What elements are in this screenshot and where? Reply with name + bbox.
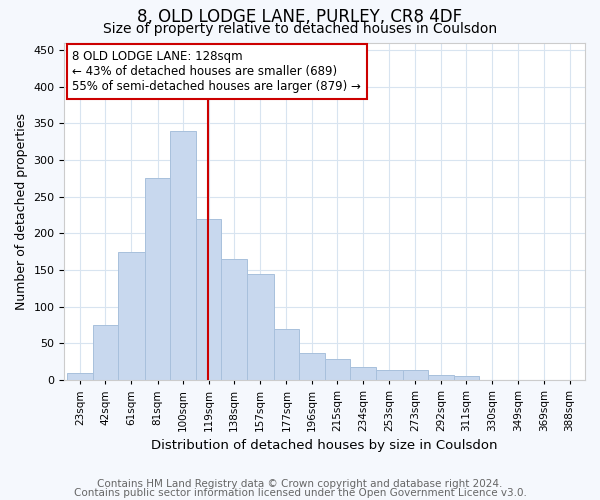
Bar xyxy=(325,360,350,380)
Bar xyxy=(376,370,403,380)
Bar xyxy=(67,372,92,380)
X-axis label: Distribution of detached houses by size in Coulsdon: Distribution of detached houses by size … xyxy=(151,440,498,452)
Bar xyxy=(170,130,196,380)
Text: Size of property relative to detached houses in Coulsdon: Size of property relative to detached ho… xyxy=(103,22,497,36)
Text: 8 OLD LODGE LANE: 128sqm
← 43% of detached houses are smaller (689)
55% of semi-: 8 OLD LODGE LANE: 128sqm ← 43% of detach… xyxy=(73,50,361,93)
Bar xyxy=(92,325,118,380)
Bar xyxy=(247,274,274,380)
Bar xyxy=(145,178,170,380)
Text: Contains HM Land Registry data © Crown copyright and database right 2024.: Contains HM Land Registry data © Crown c… xyxy=(97,479,503,489)
Bar xyxy=(196,218,221,380)
Bar xyxy=(299,353,325,380)
Bar xyxy=(350,367,376,380)
Text: Contains public sector information licensed under the Open Government Licence v3: Contains public sector information licen… xyxy=(74,488,526,498)
Bar xyxy=(221,259,247,380)
Bar xyxy=(118,252,145,380)
Bar xyxy=(403,370,428,380)
Bar xyxy=(428,375,454,380)
Bar xyxy=(274,328,299,380)
Y-axis label: Number of detached properties: Number of detached properties xyxy=(15,113,28,310)
Text: 8, OLD LODGE LANE, PURLEY, CR8 4DF: 8, OLD LODGE LANE, PURLEY, CR8 4DF xyxy=(137,8,463,26)
Bar xyxy=(454,376,479,380)
